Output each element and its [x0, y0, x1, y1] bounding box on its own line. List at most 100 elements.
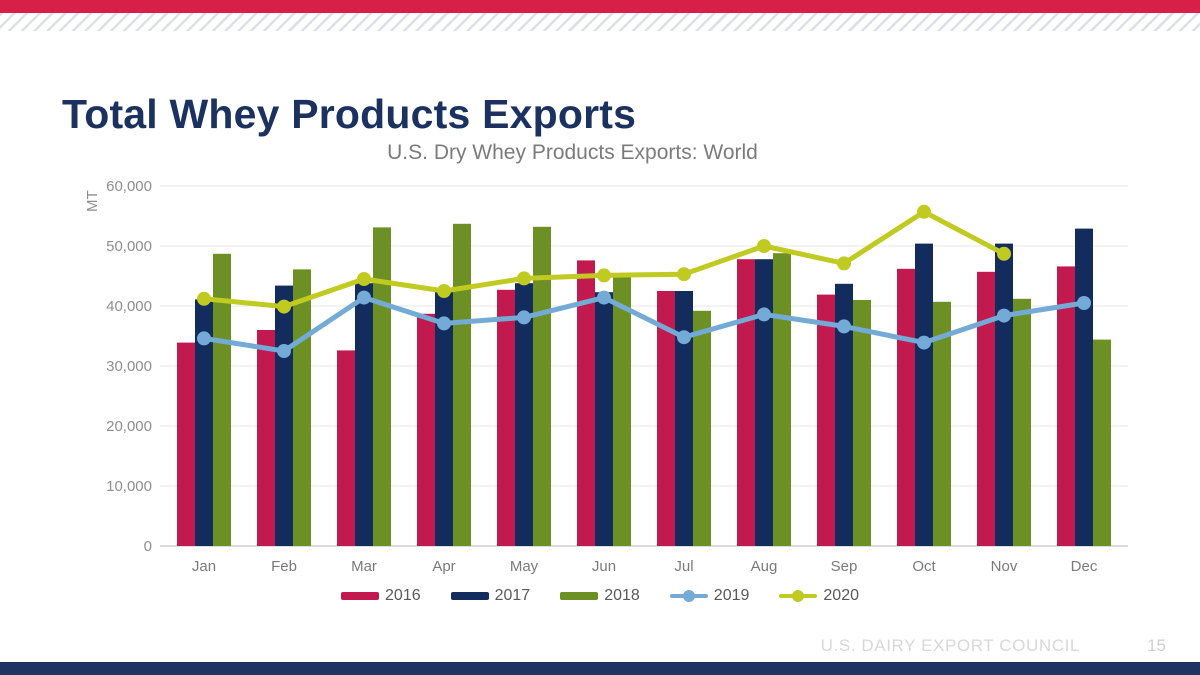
page-number: 15 [1147, 636, 1166, 655]
legend-label-2018: 2018 [604, 587, 640, 604]
bar-2016-may [497, 289, 515, 546]
marker-2019-jul [677, 330, 691, 345]
y-tick-label-20000: 20,000 [106, 418, 152, 435]
bar-2018-jun [613, 275, 631, 546]
y-tick-label-50000: 50,000 [106, 238, 152, 255]
x-label-mar: Mar [351, 558, 377, 575]
marker-2019-apr [437, 316, 451, 331]
bar-2018-nov [1013, 298, 1031, 546]
x-label-jul: Jul [674, 558, 693, 575]
bar-2016-jul [657, 291, 675, 546]
x-label-jan: Jan [192, 558, 216, 575]
legend-swatch-2018 [560, 588, 599, 604]
bar-2016-oct [897, 268, 915, 546]
marker-2020-oct [917, 204, 931, 219]
bar-2018-apr [453, 223, 471, 547]
x-label-apr: Apr [432, 558, 455, 575]
marker-2020-jul [677, 267, 691, 282]
x-label-nov: Nov [991, 558, 1018, 575]
legend-label-2020: 2020 [823, 587, 859, 604]
bar-2016-jun [577, 260, 595, 546]
bar-2017-mar [355, 283, 373, 546]
legend-item-2020: 2020 [779, 587, 859, 605]
marker-2019-feb [277, 344, 291, 358]
marker-2020-jan [197, 291, 211, 306]
legend-bar-icon [450, 592, 489, 600]
legend-bar-icon [341, 592, 380, 600]
bar-2016-nov [977, 271, 995, 546]
marker-2019-dec [1077, 296, 1091, 310]
bar-2017-jun [595, 292, 613, 546]
x-label-oct: Oct [912, 558, 936, 575]
legend-swatch-2016 [341, 588, 380, 604]
footer-text: U.S. DAIRY EXPORT COUNCIL [820, 636, 1080, 655]
x-label-feb: Feb [271, 558, 297, 575]
legend-label-2017: 2017 [494, 587, 531, 604]
bar-2016-apr [417, 313, 435, 546]
bar-2016-aug [737, 259, 755, 546]
bar-2018-jul [693, 310, 711, 546]
line-2019 [201, 295, 1087, 354]
bar-2018-feb [293, 269, 311, 546]
legend-dot-icon [682, 590, 695, 602]
bar-2017-oct [915, 243, 933, 546]
legend-item-2016: 2016 [341, 587, 421, 605]
top-accent-bar [0, 0, 1200, 13]
legend-swatch-2019 [669, 588, 708, 604]
marker-2019-sep [837, 319, 851, 334]
legend-item-2019: 2019 [669, 587, 750, 605]
bar-2017-dec [1075, 228, 1093, 546]
legend-item-2018: 2018 [560, 587, 640, 605]
marker-2019-oct [917, 335, 931, 350]
legend-label-2016: 2016 [385, 587, 421, 604]
bar-2017-jul [675, 291, 693, 546]
y-tick-label-40000: 40,000 [106, 298, 152, 315]
bar-2016-dec [1057, 266, 1075, 546]
chart-title: U.S. Dry Whey Products Exports: World [387, 141, 758, 164]
legend-label-2019: 2019 [713, 587, 750, 604]
bar-2016-mar [337, 350, 355, 546]
y-tick-label-10000: 10,000 [106, 478, 152, 495]
bar-2017-nov [995, 243, 1013, 546]
bar-2018-may [533, 226, 551, 547]
bar-2018-jan [213, 253, 231, 547]
marker-2020-sep [837, 256, 851, 271]
marker-2019-jun [597, 290, 611, 305]
x-label-jun: Jun [592, 558, 616, 575]
bar-2016-jan [177, 342, 195, 546]
y-tick-label-60000: 60,000 [106, 178, 152, 195]
x-label-aug: Aug [751, 558, 778, 575]
slide-title: Total Whey Products Exports [62, 91, 637, 138]
marker-2020-apr [437, 284, 451, 298]
bar-2017-sep [835, 283, 853, 546]
bottom-accent-bar [0, 662, 1200, 675]
x-label-may: May [510, 558, 539, 575]
marker-2020-aug [757, 239, 771, 253]
bar-2018-oct [933, 301, 951, 546]
hatched-stripe-band [0, 13, 1200, 31]
legend-dot-icon [792, 590, 805, 602]
legend-swatch-2017 [450, 588, 489, 604]
bar-2016-feb [257, 330, 275, 546]
marker-2019-mar [357, 290, 371, 305]
marker-2019-may [517, 310, 531, 325]
legend-swatch-2020 [779, 588, 818, 604]
marker-2020-may [517, 271, 531, 286]
x-label-dec: Dec [1071, 558, 1098, 575]
marker-2020-jun [597, 268, 611, 283]
marker-2019-nov [997, 308, 1011, 323]
legend-bar-icon [560, 592, 599, 600]
bar-2018-mar [373, 227, 391, 546]
y-tick-label-0: 0 [144, 538, 152, 555]
bar-2018-dec [1093, 339, 1111, 546]
y-tick-label-30000: 30,000 [106, 358, 152, 375]
marker-2020-feb [277, 299, 291, 314]
bar-2018-sep [853, 300, 871, 546]
marker-2019-jan [197, 331, 211, 346]
marker-2020-mar [357, 272, 371, 286]
bar-2018-aug [773, 253, 791, 546]
marker-2020-nov [997, 246, 1011, 261]
marker-2019-aug [757, 307, 771, 322]
